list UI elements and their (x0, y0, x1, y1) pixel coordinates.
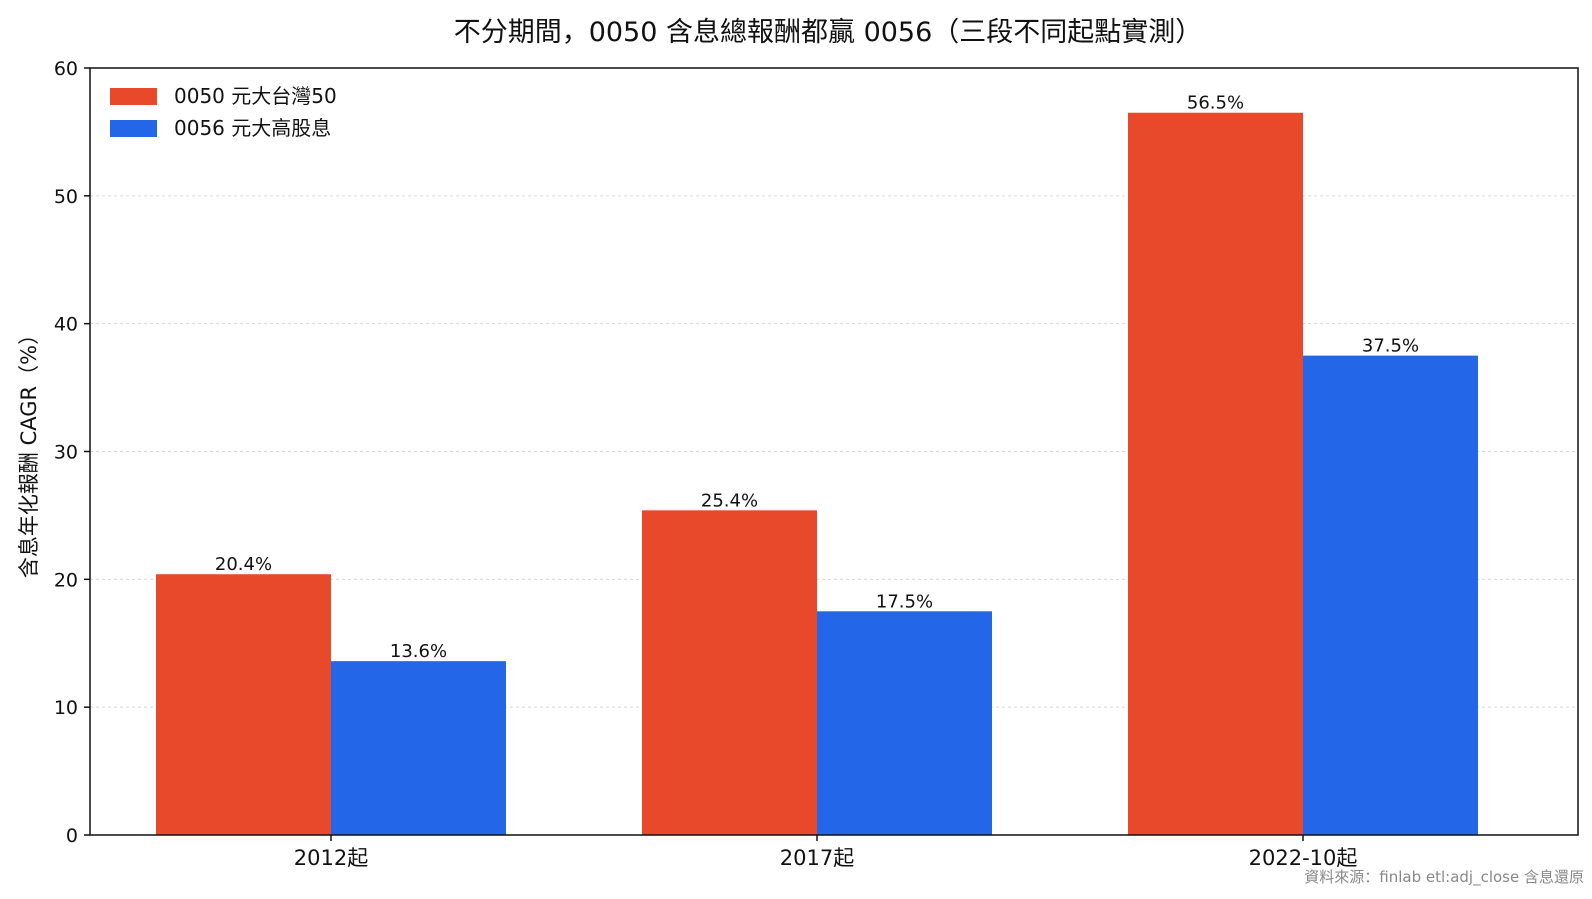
y-axis-ticks: 0 10 20 30 40 50 60 (54, 58, 1304, 847)
data-label: 20.4% (215, 554, 272, 575)
y-tick-label: 30 (54, 442, 78, 464)
x-tick-label: 2022-10起 (1249, 846, 1358, 870)
y-tick-label: 20 (54, 569, 78, 591)
data-labels: 20.4% 13.6% 25.4% 17.5% 56.5% 37.5% (215, 93, 1419, 662)
data-label: 13.6% (390, 641, 447, 662)
legend: 0050 元大台灣50 0056 元大高股息 (110, 84, 337, 140)
bar-0056-0 (331, 661, 506, 835)
y-axis-label: 含息年化報酬 CAGR（%） (17, 324, 41, 578)
y-tick-label: 40 (54, 314, 78, 336)
data-label: 56.5% (1187, 93, 1244, 114)
legend-swatch (110, 120, 157, 137)
bar-0050-0 (156, 574, 331, 835)
y-tick-label: 10 (54, 697, 78, 719)
x-tick-label: 2012起 (294, 846, 368, 870)
bar-0050-1 (642, 510, 817, 835)
legend-label: 0050 元大台灣50 (174, 84, 337, 108)
y-tick-label: 0 (66, 825, 78, 847)
data-label: 17.5% (876, 591, 933, 612)
y-tick-label: 60 (54, 58, 78, 80)
bar-0050-2 (1128, 112, 1303, 835)
bar-0056-2 (1303, 355, 1478, 835)
bars (156, 112, 1478, 835)
source-note: 資料來源：finlab etl:adj_close 含息還原 (1304, 868, 1584, 887)
chart-title: 不分期間，0050 含息總報酬都贏 0056（三段不同起點實測） (454, 17, 1203, 48)
data-label: 25.4% (701, 490, 758, 511)
y-tick-label: 50 (54, 186, 78, 208)
bar-0056-1 (817, 611, 992, 835)
x-axis-labels: 2012起 2017起 2022-10起 (294, 846, 1358, 870)
legend-swatch (110, 88, 157, 105)
x-tick-label: 2017起 (780, 846, 854, 870)
legend-label: 0056 元大高股息 (174, 116, 331, 140)
data-label: 37.5% (1362, 336, 1419, 357)
